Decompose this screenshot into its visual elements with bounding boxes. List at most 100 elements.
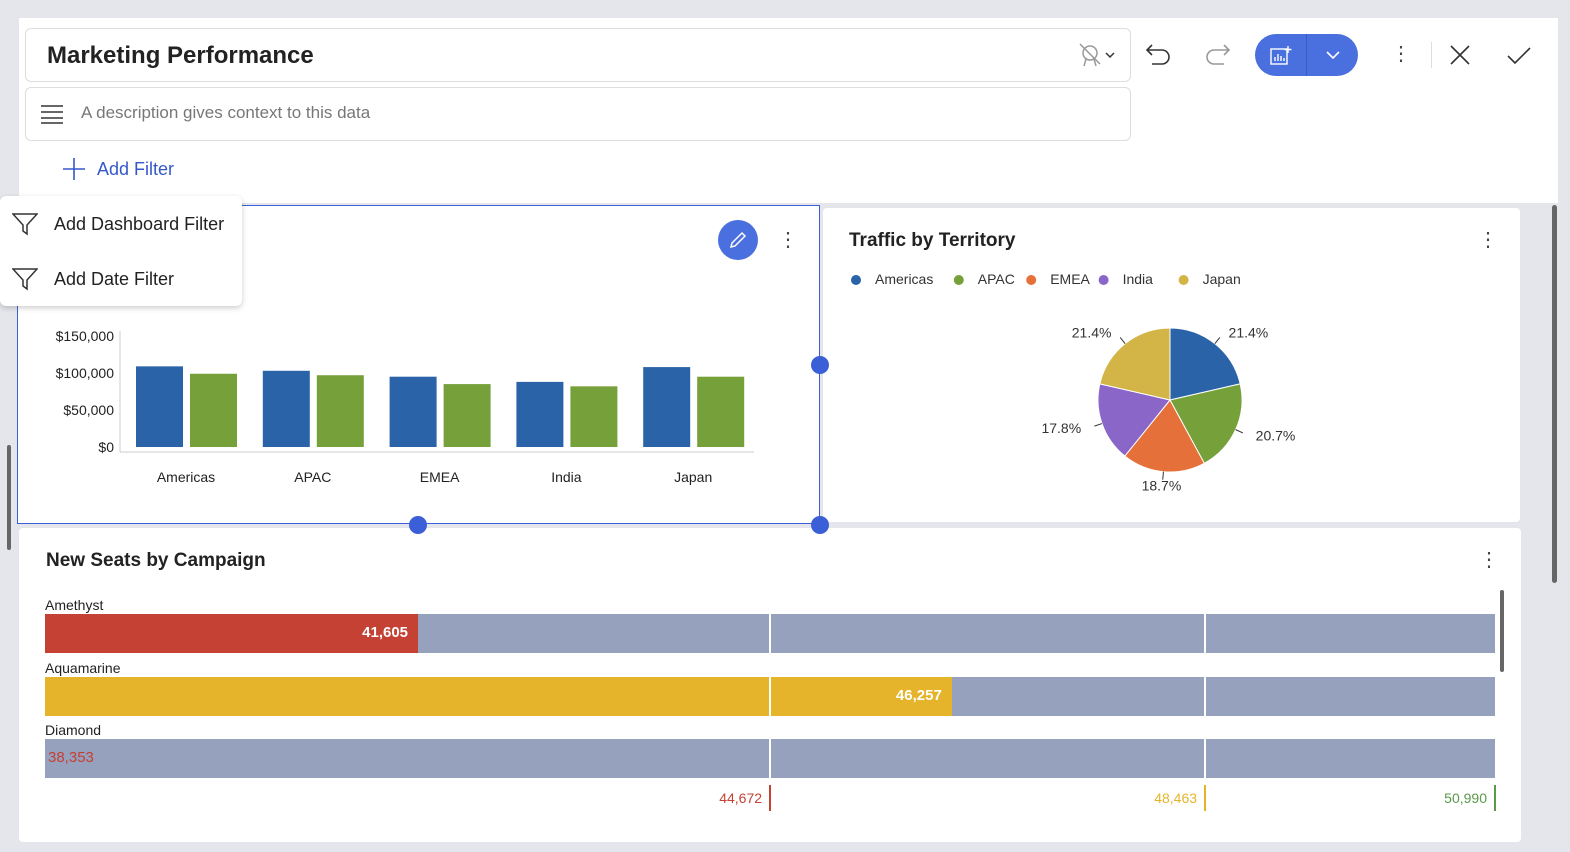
x-tick-label: EMEA bbox=[420, 469, 460, 485]
target-label: 50,990 bbox=[1444, 790, 1487, 806]
add-filter-label: Add Filter bbox=[97, 158, 175, 179]
scrollbar[interactable] bbox=[1500, 590, 1504, 672]
target-label: 48,463 bbox=[1154, 790, 1198, 806]
resize-handle-corner[interactable] bbox=[811, 516, 829, 534]
card-title: New Seats by Campaign bbox=[46, 550, 266, 571]
resize-handle-bottom[interactable] bbox=[409, 516, 427, 534]
bullet-value-bar bbox=[45, 676, 952, 716]
bar bbox=[262, 370, 310, 447]
bar bbox=[643, 367, 691, 447]
left-scrollbar[interactable] bbox=[7, 445, 11, 550]
menu-item-add-dashboard-filter[interactable]: Add Dashboard Filter bbox=[12, 212, 224, 236]
menu-item-label: Add Dashboard Filter bbox=[54, 213, 225, 234]
x-tick-label: APAC bbox=[294, 469, 331, 485]
bar bbox=[697, 376, 745, 447]
legend-label: EMEA bbox=[1050, 271, 1090, 287]
bar bbox=[389, 376, 437, 447]
row-label: Diamond bbox=[45, 722, 102, 738]
y-tick-label: $50,000 bbox=[63, 402, 114, 418]
legend-label: India bbox=[1123, 271, 1154, 287]
bar bbox=[136, 366, 183, 447]
more-options-icon[interactable]: ⋮ bbox=[1391, 43, 1411, 65]
page-title[interactable]: Marketing Performance bbox=[47, 42, 314, 69]
divider bbox=[1431, 42, 1432, 68]
bar bbox=[316, 375, 364, 447]
more-options-icon[interactable]: ⋮ bbox=[1478, 229, 1498, 251]
slice-label: 21.4% bbox=[1229, 325, 1269, 341]
add-chart-icon[interactable] bbox=[1255, 34, 1307, 76]
chevron-down-icon[interactable] bbox=[1307, 34, 1358, 76]
description-placeholder[interactable]: A description gives context to this data bbox=[81, 103, 371, 122]
row-label: Amethyst bbox=[45, 597, 104, 613]
leader-line bbox=[1094, 423, 1103, 427]
slice-label: 17.8% bbox=[1041, 420, 1081, 436]
close-icon[interactable] bbox=[1449, 44, 1471, 66]
legend-label: Americas bbox=[875, 271, 933, 287]
title-field[interactable]: Marketing Performance bbox=[25, 28, 1131, 82]
description-field[interactable]: A description gives context to this data bbox=[25, 87, 1131, 141]
pie-slice bbox=[1099, 327, 1171, 401]
more-options-icon[interactable]: ⋮ bbox=[1479, 549, 1499, 571]
target-marker bbox=[1494, 785, 1496, 811]
value-label: 46,257 bbox=[895, 686, 942, 704]
text-lines-icon bbox=[40, 104, 64, 124]
menu-item-label: Add Date Filter bbox=[54, 268, 175, 289]
leader-line bbox=[1119, 337, 1126, 344]
target-separator bbox=[1204, 676, 1207, 716]
legend-marker bbox=[953, 275, 964, 285]
filter-icon bbox=[12, 268, 38, 291]
add-filter-button[interactable]: Add Filter bbox=[61, 156, 174, 182]
bar bbox=[570, 386, 618, 447]
more-options-icon[interactable]: ⋮ bbox=[778, 229, 798, 251]
bar bbox=[443, 384, 491, 447]
leader-line bbox=[1214, 337, 1221, 344]
y-tick-label: $0 bbox=[98, 439, 114, 455]
legend-marker bbox=[851, 275, 861, 285]
bar bbox=[190, 373, 237, 447]
pie-chart: Americas APAC EMEA India Japan 21.4% 20.7% 18.7… bbox=[851, 271, 1296, 494]
legend-marker bbox=[1178, 275, 1189, 285]
x-tick-label: Japan bbox=[674, 469, 712, 485]
resize-handle-right[interactable] bbox=[811, 356, 829, 374]
legend-label: Japan bbox=[1203, 271, 1241, 287]
filter-icon bbox=[12, 213, 38, 236]
menu-item-add-date-filter[interactable]: Add Date Filter bbox=[12, 267, 174, 291]
pie-slice bbox=[1169, 327, 1241, 401]
legend-marker bbox=[1098, 275, 1109, 285]
slice-label: 18.7% bbox=[1142, 478, 1182, 494]
x-tick-label: India bbox=[551, 469, 582, 485]
bullet-chart-card[interactable]: New Seats by Campaign ⋮ Amethyst 41,605 Aq… bbox=[19, 528, 1521, 842]
edit-pencil-icon[interactable] bbox=[718, 220, 758, 260]
target-separator bbox=[1204, 614, 1207, 653]
leader-line bbox=[1162, 471, 1164, 480]
target-marker bbox=[769, 785, 772, 811]
x-tick-label: Americas bbox=[157, 469, 215, 485]
undo-icon[interactable] bbox=[1144, 42, 1174, 68]
y-tick-label: $150,000 bbox=[56, 328, 115, 344]
row-label: Aquamarine bbox=[45, 659, 121, 676]
bar bbox=[516, 381, 564, 447]
plus-icon bbox=[63, 158, 85, 180]
legend-marker bbox=[1026, 275, 1037, 285]
card-title: Traffic by Territory bbox=[849, 230, 1016, 251]
pie-chart-card[interactable]: Traffic by Territory ⋮ Americas APAC EMEA I… bbox=[823, 208, 1520, 522]
page-scrollbar[interactable] bbox=[1552, 205, 1557, 583]
dashboard-header: Marketing Performance A description give… bbox=[19, 18, 1558, 203]
add-visualization-button[interactable] bbox=[1255, 34, 1358, 76]
target-separator bbox=[769, 739, 772, 778]
theme-badge-icon[interactable] bbox=[1078, 42, 1118, 68]
redo-icon[interactable] bbox=[1202, 42, 1232, 68]
slice-label: 21.4% bbox=[1072, 325, 1112, 341]
value-label: 41,605 bbox=[362, 624, 409, 641]
check-icon[interactable] bbox=[1506, 46, 1532, 66]
target-separator bbox=[1204, 739, 1207, 778]
target-label: 44,672 bbox=[719, 790, 763, 806]
bar-chart: $150,000 $100,000 $50,000 $0 Americas APAC EME… bbox=[56, 328, 754, 485]
target-separator bbox=[769, 614, 772, 653]
target-marker bbox=[1204, 785, 1207, 811]
pie-slice bbox=[1097, 383, 1171, 457]
bullet-value-bar bbox=[45, 614, 419, 653]
value-label: 38,353 bbox=[48, 749, 94, 766]
filter-menu: Add Dashboard Filter Add Date Filter bbox=[0, 196, 242, 306]
slice-label: 20.7% bbox=[1256, 427, 1296, 443]
